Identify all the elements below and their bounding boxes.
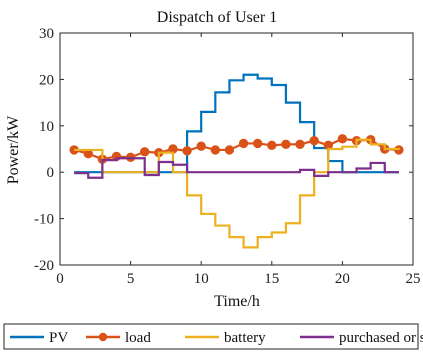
x-axis-title: Time/h xyxy=(214,293,260,310)
y-tick-label: -20 xyxy=(34,258,54,274)
legend-label-pv: PV xyxy=(49,330,68,346)
x-tick-label: 5 xyxy=(127,271,135,287)
series-point-load xyxy=(267,140,277,150)
series-point-load xyxy=(224,145,235,155)
series-point-load xyxy=(140,147,150,157)
series-line-purchased-or-sold xyxy=(74,157,399,179)
series-point-load xyxy=(309,135,319,146)
x-tick-label: 25 xyxy=(406,271,421,287)
y-tick-label: -10 xyxy=(34,212,54,228)
legend-label-battery: battery xyxy=(224,330,266,346)
series-point-load xyxy=(337,134,348,144)
chart-title: Dispatch of User 1 xyxy=(157,9,277,26)
x-tick-label: 15 xyxy=(264,271,279,287)
x-tick-label: 10 xyxy=(194,271,209,287)
legend: PV load battery purchased or sold xyxy=(3,323,423,350)
legend-label-load: load xyxy=(125,330,151,346)
x-axis-ticks: 0 5 10 15 20 25 xyxy=(56,33,421,287)
y-tick-label: 10 xyxy=(39,119,54,135)
series-point-load xyxy=(238,138,249,149)
series-point-load xyxy=(210,145,221,155)
series-point-load xyxy=(295,139,305,150)
y-tick-label: 0 xyxy=(47,165,55,181)
plot-frame xyxy=(59,32,414,266)
series-line-load xyxy=(73,137,399,161)
x-tick-label: 0 xyxy=(56,271,64,287)
series-point-load xyxy=(182,146,192,156)
y-axis-title: Power/kW xyxy=(5,115,22,184)
plot-area: 0 5 10 15 20 25 -20 -10 0 10 20 30 xyxy=(34,26,421,287)
legend-marker-load xyxy=(98,332,108,342)
legend-label-purchased-or-sold: purchased or sold xyxy=(339,330,423,346)
series-point-load xyxy=(281,139,291,150)
series-point-load xyxy=(196,141,206,151)
series-layer xyxy=(69,73,404,249)
y-tick-label: 30 xyxy=(39,26,54,42)
series-point-load xyxy=(252,138,263,149)
x-tick-label: 20 xyxy=(335,271,350,287)
y-axis-ticks: -20 -10 0 10 20 30 xyxy=(34,26,413,274)
y-tick-label: 20 xyxy=(39,72,54,88)
